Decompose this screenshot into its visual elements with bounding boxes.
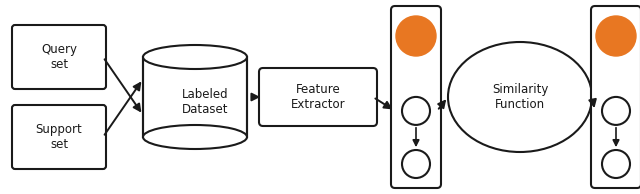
Polygon shape (143, 57, 247, 137)
Circle shape (402, 150, 430, 178)
Ellipse shape (143, 125, 247, 149)
FancyBboxPatch shape (591, 6, 640, 188)
Text: Feature
Extractor: Feature Extractor (291, 83, 346, 111)
FancyBboxPatch shape (259, 68, 377, 126)
Circle shape (396, 16, 436, 56)
Text: Labeled
Dataset: Labeled Dataset (182, 88, 228, 116)
Circle shape (602, 150, 630, 178)
FancyBboxPatch shape (12, 105, 106, 169)
Text: Query
set: Query set (41, 43, 77, 71)
Circle shape (596, 16, 636, 56)
FancyBboxPatch shape (391, 6, 441, 188)
Ellipse shape (143, 45, 247, 69)
FancyBboxPatch shape (12, 25, 106, 89)
Ellipse shape (448, 42, 592, 152)
Text: Support
set: Support set (36, 123, 83, 151)
Text: Similarity
Function: Similarity Function (492, 83, 548, 111)
Circle shape (602, 97, 630, 125)
Circle shape (402, 97, 430, 125)
